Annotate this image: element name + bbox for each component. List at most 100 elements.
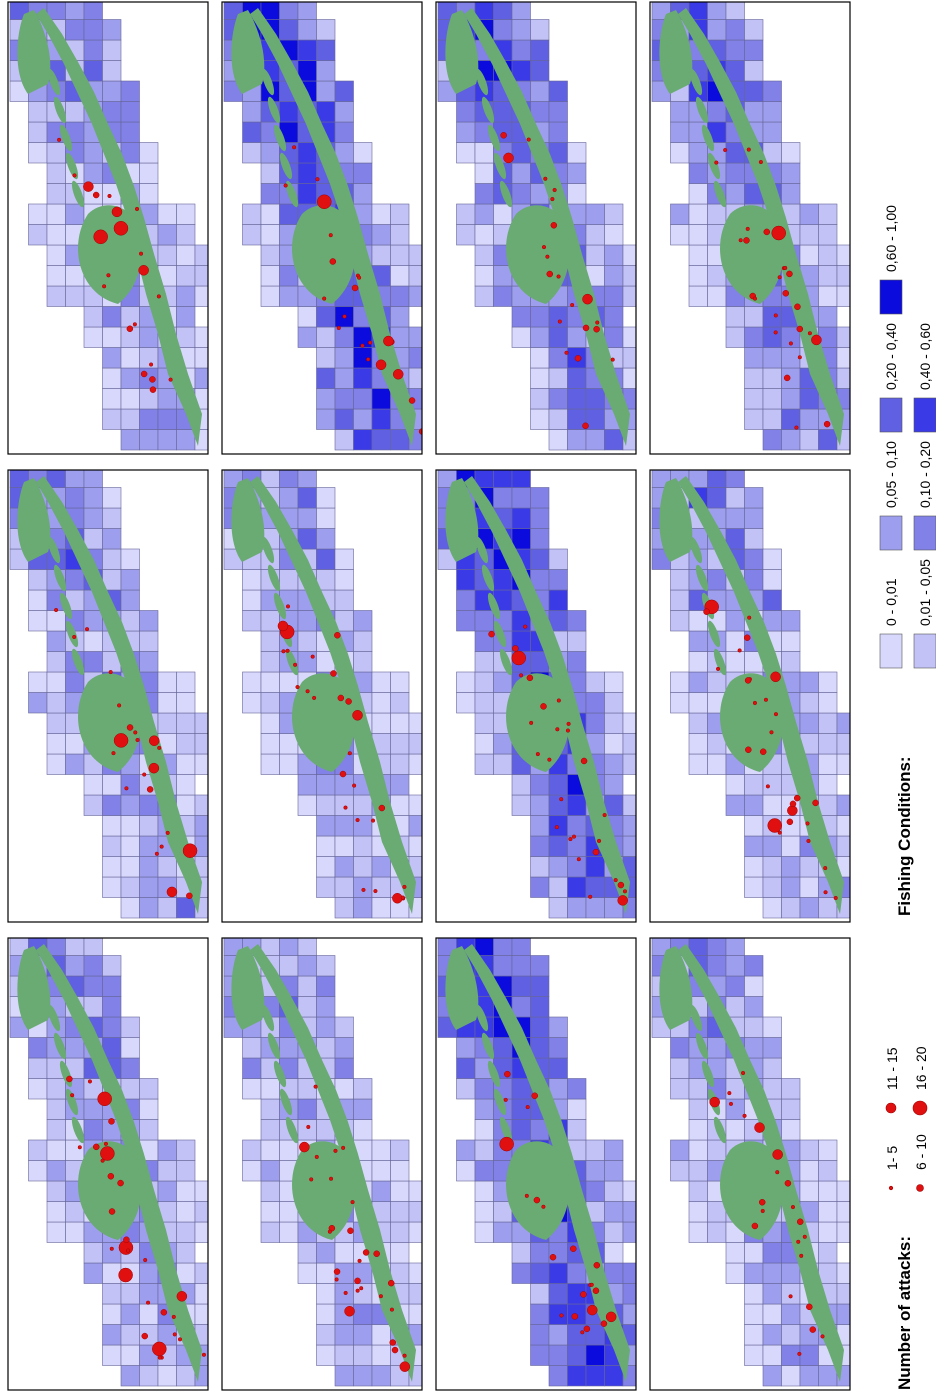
fishing-grid-cell	[725, 774, 745, 796]
panel-frame	[221, 1, 423, 455]
fishing-grid-cell	[139, 326, 159, 348]
fishing-grid-cell	[279, 203, 299, 225]
attack-dot	[172, 1332, 177, 1337]
fishing-grid-cell	[139, 876, 159, 898]
fishing-grid-cell	[567, 815, 587, 837]
fishing-grid-cell	[818, 1242, 838, 1264]
fishing-grid-cell	[83, 306, 103, 328]
keys-land	[464, 8, 630, 446]
fishing-grid-cell	[102, 1262, 122, 1284]
attack-size-symbol	[916, 1184, 924, 1192]
fishing-grid-cell	[762, 589, 782, 611]
attack-dot	[108, 1118, 115, 1125]
attack-dot	[805, 821, 810, 826]
fishing-grid-cell	[242, 224, 262, 246]
fishing-grid-cell	[334, 548, 354, 570]
fishing-grid-cell	[279, 487, 299, 509]
attack-dot	[714, 160, 719, 165]
fishing-grid-cell	[530, 507, 550, 529]
fishing-grid-cell	[688, 692, 708, 714]
attack-dot	[373, 1250, 380, 1257]
fishing-grid-cell	[604, 1262, 624, 1284]
fishing-grid-cell	[818, 1139, 838, 1161]
north-land	[17, 10, 51, 94]
fishing-grid-cell	[548, 80, 568, 102]
fishing-grid-cell	[297, 487, 317, 509]
fishing-grid-cell	[260, 162, 280, 184]
fishing-grid-cell	[818, 1180, 838, 1202]
panel-frame	[7, 1, 209, 455]
fishing-grid-cell	[260, 671, 280, 693]
fishing-grid-cell	[242, 1078, 262, 1100]
attack-dot	[378, 1294, 383, 1299]
attack-dot	[400, 895, 405, 900]
fishing-grid-cell	[120, 835, 140, 857]
fishing-grid-cell	[260, 1119, 280, 1141]
attack-dot	[796, 1239, 801, 1244]
islet-land	[71, 180, 85, 208]
fishing-grid-cell	[65, 1139, 85, 1161]
fishing-grid-cell	[46, 712, 66, 734]
fishing-grid-cell	[744, 876, 764, 898]
attack-dot	[330, 670, 337, 677]
fishing-grid-cell	[622, 815, 636, 837]
attack-dot	[511, 650, 526, 666]
fishing-grid-cell	[242, 671, 262, 693]
fishing-grid-cell	[297, 528, 317, 550]
attack-dot	[769, 730, 774, 735]
attack-dot	[555, 727, 560, 732]
fishing-grid-cell	[688, 1078, 708, 1100]
attack-dot	[773, 313, 778, 318]
fishing-grid-cell	[511, 996, 531, 1018]
fishing-grid-cell	[762, 367, 782, 389]
attack-dot	[571, 834, 577, 839]
fishing-grid-cell	[139, 630, 159, 652]
fishing-grid-cell	[242, 1139, 262, 1161]
fishing-grid-cell	[670, 1057, 690, 1079]
fishing-grid-cell	[530, 487, 550, 509]
fishing-grid-cell	[102, 19, 122, 41]
fishing-grid-cell	[707, 955, 727, 977]
attack-dot	[347, 1227, 354, 1235]
fishing-grid-cell	[334, 1344, 354, 1366]
fishing-grid-cell	[818, 306, 838, 328]
attack-dot	[305, 689, 310, 694]
fishing-grid-cell	[604, 1201, 624, 1223]
fishing-grid-cell	[836, 794, 850, 816]
fishing-grid-cell	[83, 651, 103, 673]
attack-dot	[744, 677, 752, 684]
attack-dot	[782, 290, 790, 297]
fishing-grid-cell	[567, 1262, 587, 1284]
attack-dot	[565, 728, 570, 733]
fishing-grid-cell	[242, 1160, 262, 1182]
attack-dot	[141, 1332, 149, 1340]
attack-dot	[399, 1361, 411, 1372]
fishing-grid-cell	[567, 630, 587, 652]
attack-dot	[93, 229, 108, 245]
fishing-grid-cell	[176, 733, 196, 755]
fishing-grid-cell	[353, 897, 373, 919]
attack-dot	[149, 362, 154, 367]
attack-dot	[103, 1141, 108, 1146]
attack-dot	[809, 1326, 817, 1333]
attack-dot	[820, 1334, 825, 1339]
fishing-grid-cell	[725, 938, 745, 956]
islet-land	[475, 536, 489, 564]
fishing-grid-cell	[762, 1365, 782, 1387]
fishing-grid-cell	[493, 101, 513, 123]
fishing-grid-cell	[585, 244, 605, 266]
fishing-grid-cell	[474, 1180, 494, 1202]
fishing-grid-cell	[157, 856, 177, 878]
islet-land	[713, 648, 727, 676]
fishing-grid-cell	[194, 835, 208, 857]
fishing-grid-cell	[511, 1098, 531, 1120]
fishing-grid-cell	[316, 388, 336, 410]
fishing-grid-cell	[762, 1283, 782, 1305]
fishing-grid-cell	[194, 1201, 208, 1223]
fishing-grid-cell	[530, 39, 550, 61]
fishing-grid-cell	[567, 1098, 587, 1120]
fishing-grid-cell	[474, 1098, 494, 1120]
fishing-grid-cell	[176, 244, 196, 266]
fishing-grid-cell	[456, 569, 476, 591]
fishing-grid-cell	[567, 1119, 587, 1141]
